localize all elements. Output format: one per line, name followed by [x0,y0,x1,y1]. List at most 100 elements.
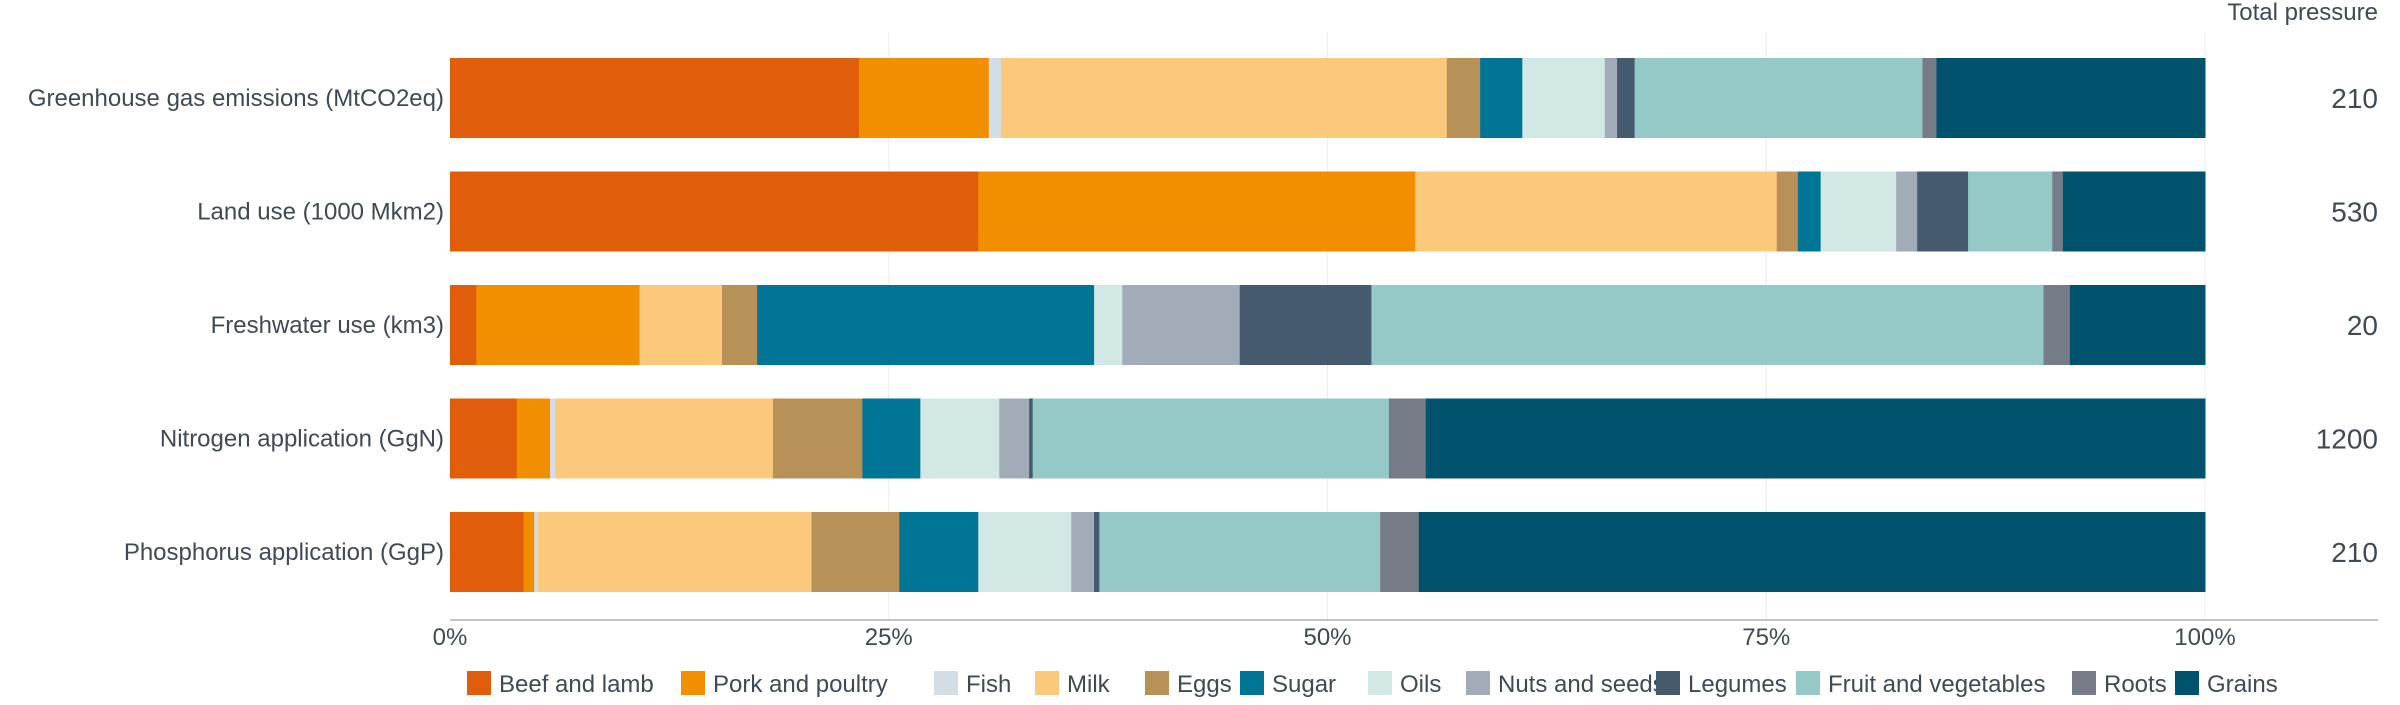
bar-segment-eggs [811,512,900,592]
bar-segment-fish [988,58,1002,138]
total-value: 20 [2347,310,2378,341]
bar-segment-grains [1418,512,2206,592]
bar-segment-pork-and-poultry [476,285,641,365]
total-value: 1200 [2316,424,2378,455]
legend-label: Oils [1400,671,1441,698]
bar-segment-fish [550,398,556,479]
bars [450,58,2206,592]
legend-label: Eggs [1177,671,1232,698]
category-label: Land use (1000 Mkm2) [197,199,444,226]
bar-segment-nuts-and-seeds [1122,285,1241,365]
bar-segment-roots [2043,285,2071,365]
legend-swatch [1796,671,1820,695]
x-tick-label: 100% [2174,624,2235,651]
legend-label: Legumes [1688,671,1787,698]
legend-item-eggs: Eggs [1145,671,1232,698]
bar-segment-grains [2069,285,2206,365]
total-value: 210 [2331,83,2378,114]
bar-segment-nuts-and-seeds [1071,512,1095,592]
legend-label: Fruit and vegetables [1828,671,2045,698]
bar-segment-oils [1820,171,1897,252]
legend-swatch [2072,671,2096,695]
bar-segment-sugar [1797,171,1822,252]
bar-segment-milk [537,512,813,592]
legend-swatch [467,671,491,695]
legend-label: Grains [2207,671,2278,698]
category-label: Phosphorus application (GgP) [124,539,444,566]
legend-swatch [681,671,705,695]
bar-segment-beef-and-lamb [450,512,525,592]
category-labels: Greenhouse gas emissions (MtCO2eq) Land u… [28,85,444,566]
x-axis: 0% 25% 50% 75% 100% [433,619,2378,651]
total-value: 530 [2331,197,2378,228]
bar-segment-eggs [722,285,758,365]
legend-label: Sugar [1272,671,1336,698]
bar-segment-nuts-and-seeds [1896,171,1918,252]
x-tick-label: 0% [433,624,468,651]
bar-segment-oils [1094,285,1123,365]
legend-item-beef-and-lamb: Beef and lamb [467,671,654,698]
legend-swatch [1145,671,1169,695]
bar-segment-legumes [1617,58,1636,138]
bar-segment-pork-and-poultry [523,512,535,592]
bar-segment-milk [639,285,723,365]
legend-label: Milk [1067,671,1111,698]
bar-segment-legumes [1029,398,1034,479]
category-label: Greenhouse gas emissions (MtCO2eq) [28,85,444,112]
bar-segment-fruit-and-vegetables [1099,512,1381,592]
bar-segment-legumes [1917,171,1969,252]
bar-segment-milk [1415,171,1778,252]
bar-segment-roots [1922,58,1937,138]
bar-segment-roots [2052,171,2064,252]
bar-segment-fish [534,512,539,592]
total-labels: 210 530 20 1200 210 [2316,83,2378,568]
bar-segment-pork-and-poultry [978,171,1416,252]
bar-segment-legumes [1239,285,1372,365]
legend-item-fish: Fish [934,671,1011,698]
bar-segment-nuts-and-seeds [999,398,1030,479]
total-pressure-header: Total pressure [2227,0,2378,26]
legend-item-legumes: Legumes [1656,671,1787,698]
legend-label: Fish [966,671,1011,698]
legend-item-pork-and-poultry: Pork and poultry [681,671,888,698]
total-value: 210 [2331,537,2378,568]
bar-segment-fruit-and-vegetables [1634,58,1923,138]
bar-segment-fruit-and-vegetables [1371,285,2045,365]
legend: Beef and lamb Pork and poultry Fish Milk Egg… [467,671,2278,698]
bar-segment-pork-and-poultry [516,398,551,479]
bar-segment-oils [1522,58,1606,138]
category-label: Nitrogen application (GgN) [160,426,444,453]
legend-label: Nuts and seeds [1498,671,1665,698]
legend-swatch [2175,671,2199,695]
legend-item-sugar: Sugar [1240,671,1336,698]
legend-swatch [1240,671,1264,695]
bar-segment-sugar [1480,58,1523,138]
bar-segment-pork-and-poultry [858,58,990,138]
bar-segment-oils [920,398,1000,479]
bar-segment-eggs [1446,58,1481,138]
legend-item-fruit-and-vegetables: Fruit and vegetables [1796,671,2045,698]
bar-segment-fruit-and-vegetables [1032,398,1390,479]
bar-segment-eggs [1776,171,1799,252]
legend-label: Pork and poultry [713,671,888,698]
legend-item-roots: Roots [2072,671,2167,698]
bar-segment-nuts-and-seeds [1604,58,1618,138]
bar-segment-legumes [1094,512,1100,592]
legend-item-milk: Milk [1035,671,1111,698]
bar-segment-oils [978,512,1072,592]
bar-segment-grains [1936,58,2206,138]
legend-swatch [934,671,958,695]
category-label: Freshwater use (km3) [211,312,444,339]
bar-segment-milk [1001,58,1448,138]
bar-segment-fruit-and-vegetables [1968,171,2053,252]
bar-segment-roots [1388,398,1427,479]
bar-segment-sugar [862,398,921,479]
bar-segment-milk [555,398,774,479]
bar-segment-roots [1380,512,1420,592]
bar-segment-sugar [757,285,1095,365]
bar-segment-beef-and-lamb [450,285,477,365]
bar-segment-sugar [899,512,979,592]
legend-swatch [1466,671,1490,695]
